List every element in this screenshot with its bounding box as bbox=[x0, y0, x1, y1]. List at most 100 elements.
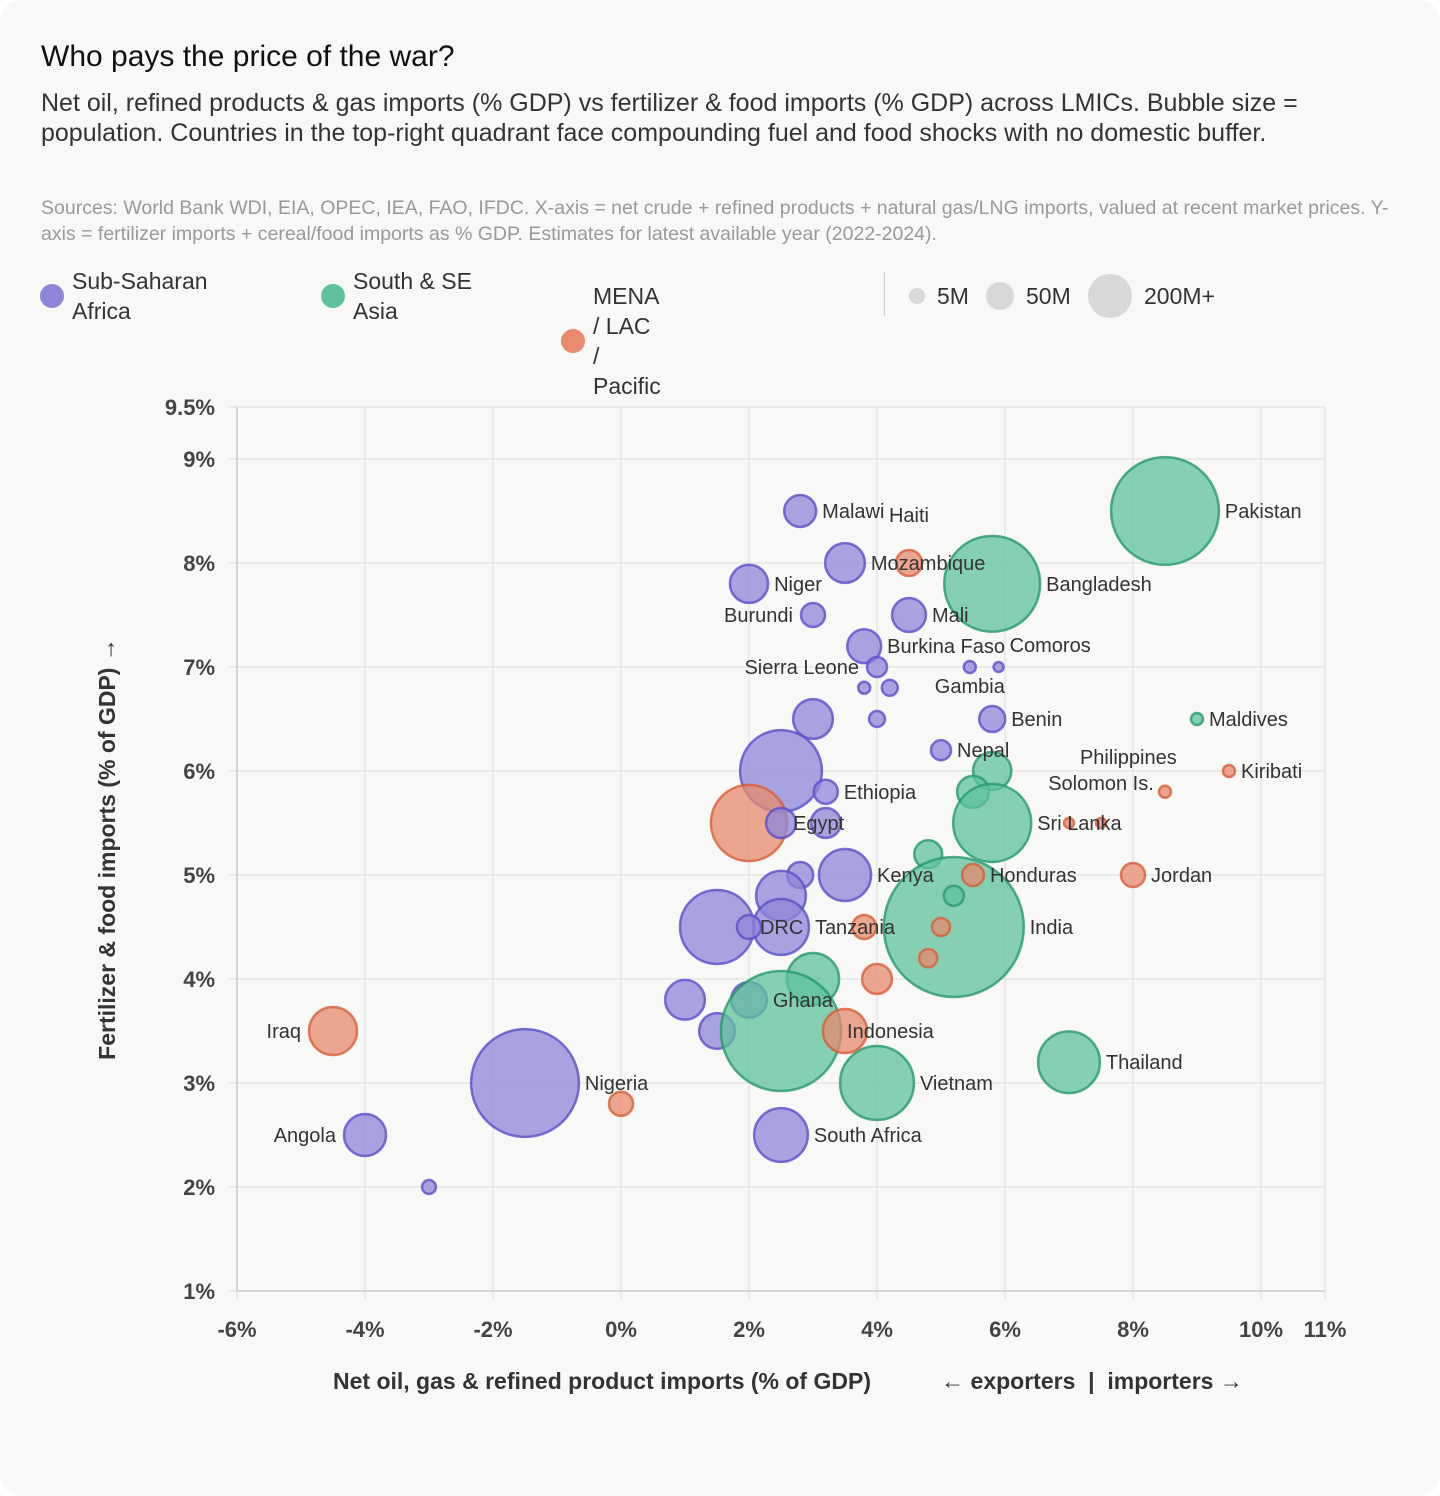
bubble-burkina-faso[interactable] bbox=[846, 628, 883, 665]
bubble-point[interactable] bbox=[821, 1007, 869, 1055]
bubble-point[interactable] bbox=[764, 806, 798, 840]
bubble-niger[interactable] bbox=[728, 563, 770, 605]
bubble-label: Pakistan bbox=[1225, 501, 1302, 523]
axis-ticks: -6% -4% -2% 0% 2% 4% 6% 8% 10% 11% 1% 2% 3% 4% 5% 6% 7% 8… bbox=[165, 395, 1347, 1342]
size-dot-small bbox=[909, 288, 925, 304]
size-label: 5M bbox=[937, 283, 969, 309]
y-tick-label: 2% bbox=[183, 1175, 215, 1200]
bubble-maldives[interactable] bbox=[1189, 711, 1205, 727]
bubble-label: Burundi bbox=[724, 605, 793, 627]
bubble-point[interactable] bbox=[607, 1090, 635, 1118]
bubble-point[interactable] bbox=[791, 697, 835, 741]
legend-label: Sub-Saharan Africa bbox=[72, 268, 208, 324]
bubble-point[interactable] bbox=[942, 884, 966, 908]
bubble-label: Nepal bbox=[957, 740, 1009, 762]
bubble-label: Kiribati bbox=[1241, 761, 1302, 783]
bubble-ethiopia[interactable] bbox=[812, 778, 840, 806]
bubble-label: Sierra Leone bbox=[744, 657, 859, 679]
y-tick-label: 4% bbox=[183, 967, 215, 992]
legend-size-medium: 50M bbox=[986, 281, 1071, 311]
bubble-label: Mali bbox=[932, 605, 969, 627]
bubble-benin[interactable] bbox=[977, 704, 1007, 734]
bubble-labels: Malawi Mozambique Niger Burundi Mali Burkina … bbox=[267, 501, 1303, 1147]
bubble-point[interactable] bbox=[856, 680, 872, 696]
bubble-point[interactable] bbox=[809, 806, 842, 840]
bubble-label: Sri Lanka bbox=[1037, 813, 1122, 835]
legend-dot-mena bbox=[561, 329, 585, 353]
bubble-point[interactable] bbox=[663, 978, 707, 1021]
bubble-label: Ethiopia bbox=[844, 782, 917, 804]
bubble-sierra-leone[interactable] bbox=[865, 655, 889, 679]
bubble-label: Gambia bbox=[935, 676, 1006, 698]
bubble-sri-lanka[interactable] bbox=[951, 782, 1033, 864]
bubble-haiti[interactable] bbox=[894, 548, 924, 578]
bubble-iraq[interactable] bbox=[307, 1005, 359, 1057]
bubble-point[interactable] bbox=[917, 947, 939, 969]
bubble-label: Kenya bbox=[877, 865, 935, 887]
size-label: 200M+ bbox=[1144, 283, 1215, 309]
bubble-philippines[interactable] bbox=[1062, 816, 1076, 830]
legend-item-ssa: Sub-Saharan Africa bbox=[40, 266, 240, 326]
bubble-solomon-is-[interactable] bbox=[1094, 816, 1108, 830]
bubble-kiribati[interactable] bbox=[1221, 763, 1237, 779]
bubble-kenya[interactable] bbox=[817, 847, 873, 903]
bubble-mozambique[interactable] bbox=[823, 541, 867, 585]
bubble-angola[interactable] bbox=[342, 1112, 388, 1158]
bubble-label: Haiti bbox=[889, 505, 929, 527]
legend-label: MENA / LAC / Pacific bbox=[593, 283, 661, 399]
bubble-point[interactable] bbox=[735, 913, 763, 941]
bubble-mali[interactable] bbox=[890, 596, 928, 634]
legend-size-large: 200M+ bbox=[1088, 274, 1215, 318]
bubble-vietnam[interactable] bbox=[838, 1044, 916, 1122]
bubble-honduras[interactable] bbox=[960, 862, 986, 888]
bubble-point[interactable] bbox=[1157, 784, 1173, 800]
legend-dot-asia bbox=[321, 284, 345, 308]
bubbles bbox=[307, 455, 1237, 1196]
bubble-burundi[interactable] bbox=[799, 601, 827, 629]
bubble-label: Tanzania bbox=[815, 917, 896, 939]
bubble-nepal[interactable] bbox=[929, 738, 953, 762]
bubble-label: Niger bbox=[774, 574, 822, 596]
bubble-point[interactable] bbox=[930, 916, 952, 938]
y-tick-label: 6% bbox=[183, 759, 215, 784]
bubble-label: Maldives bbox=[1209, 709, 1288, 731]
bubble-label: Comoros bbox=[1010, 635, 1091, 657]
bubble-point[interactable] bbox=[420, 1178, 438, 1196]
x-tick-label: 2% bbox=[733, 1317, 765, 1342]
x-tick-label: 8% bbox=[1117, 1317, 1149, 1342]
bubble-point[interactable] bbox=[850, 913, 878, 941]
bubble-point[interactable] bbox=[880, 678, 900, 698]
chart-sources: Sources: World Bank WDI, EIA, OPEC, IEA,… bbox=[41, 197, 1389, 245]
bubble-point[interactable] bbox=[860, 962, 894, 996]
size-dot-large bbox=[1088, 274, 1132, 318]
bubble-label: Indonesia bbox=[847, 1021, 935, 1043]
legend-label: South & SE Asia bbox=[353, 268, 472, 324]
y-tick-label: 3% bbox=[183, 1071, 215, 1096]
chart-title: Who pays the price of the war? bbox=[41, 40, 455, 73]
bubble-label: Honduras bbox=[990, 865, 1077, 887]
x-tick-label: 10% bbox=[1239, 1317, 1283, 1342]
y-tick-label: 7% bbox=[183, 655, 215, 680]
y-tick-label: 9% bbox=[183, 447, 215, 472]
x-tick-label: -6% bbox=[217, 1317, 256, 1342]
y-tick-label: 8% bbox=[183, 551, 215, 576]
bubble-gambia[interactable] bbox=[962, 659, 978, 675]
bubble-malawi[interactable] bbox=[782, 493, 818, 529]
bubble-pakistan[interactable] bbox=[1109, 455, 1221, 567]
bubble-label: Nigeria bbox=[585, 1073, 649, 1095]
bubble-thailand[interactable] bbox=[1036, 1030, 1102, 1095]
bubble-nigeria[interactable] bbox=[469, 1027, 581, 1139]
bubble-label: Ghana bbox=[773, 990, 834, 1012]
bubble-bangladesh[interactable] bbox=[942, 534, 1042, 634]
x-axis-title: Net oil, gas & refined product imports (… bbox=[333, 1368, 871, 1394]
bubble-point[interactable] bbox=[867, 709, 887, 729]
y-tick-label: 5% bbox=[183, 863, 215, 888]
bubble-comoros[interactable] bbox=[992, 660, 1005, 674]
bubble-label: DRC bbox=[760, 917, 803, 939]
bubble-jordan[interactable] bbox=[1119, 861, 1147, 889]
size-dot-medium bbox=[986, 282, 1014, 310]
bubble-south-africa[interactable] bbox=[752, 1106, 810, 1164]
bubble-label: Benin bbox=[1011, 709, 1062, 731]
